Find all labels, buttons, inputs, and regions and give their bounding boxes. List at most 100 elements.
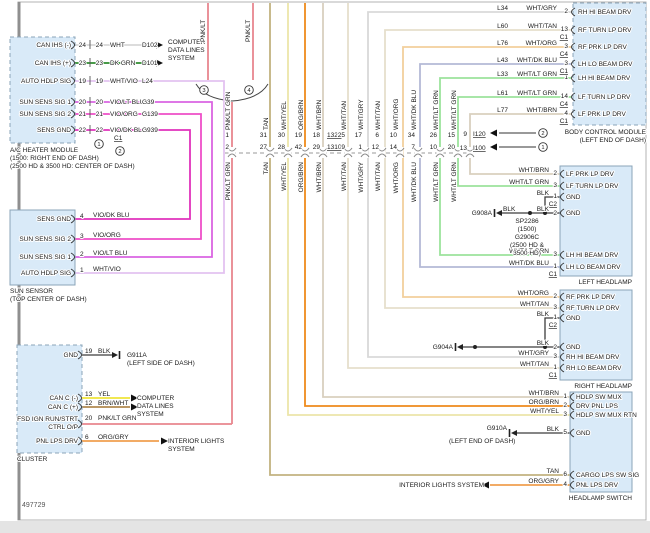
label-2500-hd: (2500 HD &: [510, 242, 545, 249]
label-1310: 1310: [327, 144, 342, 151]
wire-lh-gnd-1-blk: [544, 196, 560, 213]
wire-break-lower: [227, 153, 237, 158]
wire-break-mask: [319, 147, 327, 158]
ground-label-g904a: G904A: [433, 344, 454, 351]
label-g939: G939: [142, 127, 158, 134]
module-label-sun-sensor: SUN SENSOR: [10, 288, 53, 295]
pin-bracket: [77, 350, 82, 360]
pin-bracket: [571, 42, 576, 52]
label-system: SYSTEM: [137, 411, 164, 418]
label-1: 1: [358, 144, 362, 151]
label-7: 7: [411, 144, 415, 151]
label-tan: TAN: [546, 468, 559, 475]
right-headlamp-box: [559, 289, 633, 381]
label-org-gry: ORG/GRY: [98, 434, 129, 441]
wire-rh-lo-beam-whttan: [347, 3, 560, 369]
splice-dot: [528, 211, 532, 215]
label-pnl-lps-drv: PNL LPS DRV: [36, 438, 79, 445]
label-3: 3: [553, 251, 557, 258]
label-1: 1: [225, 132, 229, 139]
label-cargo-lps-sw-sig: CARGO LPS SW SIG: [576, 472, 639, 479]
label-22: 22: [96, 127, 104, 134]
label-4: 4: [563, 481, 567, 488]
wire-break-lower: [300, 153, 310, 158]
wire-drv-pnl-lps-orgbrn: [304, 3, 570, 407]
circled-ref-1-num: 1: [541, 145, 544, 151]
splice-dot: [543, 211, 547, 215]
splice-dot: [543, 345, 547, 349]
label-d101: D101: [142, 60, 158, 67]
label-computer: COMPUTER: [137, 395, 175, 402]
label-rh-hi-beam-drv: RH HI BEAM DRV: [578, 9, 632, 16]
label-left-end-of-dash: (LEFT END OF DASH): [449, 438, 515, 445]
wire-break-mask: [284, 147, 292, 158]
label-pnk-lt: PNK/LT: [200, 20, 207, 42]
label-wht-lt-grn: WHT/LT GRN: [509, 179, 549, 186]
label-42: 42: [295, 144, 303, 151]
wire-break-upper: [300, 147, 310, 152]
wire-rh-hi-beam-whtgry: [367, 11, 571, 358]
arrow-switch-interior-lights-icon: [482, 481, 489, 489]
wire-rh-gnd-1-blk: [544, 317, 560, 347]
label-20: 20: [448, 144, 456, 151]
label-rf-turn-lp-drv: RF TURN LP DRV: [578, 27, 632, 34]
label-top-center-of-dash: (TOP CENTER OF DASH): [10, 296, 87, 303]
label-wht-tan: WHT/TAN: [375, 101, 382, 130]
arrow-can-c-neg-icon: [131, 394, 138, 402]
label-13: 13: [561, 26, 569, 33]
bottom-strip: [0, 521, 650, 533]
wire-break-lower: [343, 153, 353, 158]
label-rh-lo-beam-drv: RH LO BEAM DRV: [566, 365, 622, 372]
label-blk: BLK: [537, 190, 550, 197]
label-c1: C1: [549, 271, 558, 278]
label-wht-gry: WHT/GRY: [358, 161, 365, 192]
pin-bracket: [570, 410, 575, 420]
wire-break-upper: [318, 147, 328, 152]
wire-lf-prk-whtbrn: [469, 113, 571, 175]
pin-bracket: [570, 470, 575, 480]
label-6: 6: [85, 434, 89, 441]
wire-cargo-lps-tan: [269, 3, 570, 476]
label-9: 9: [463, 131, 467, 138]
pin-bracket: [560, 169, 565, 179]
label-wht-lt-grn: WHT/LT GRN: [517, 90, 557, 97]
label-vio-dk-blu: VIO/DK BLU: [93, 212, 130, 219]
pin-bracket: [560, 262, 565, 272]
ac-heater-module-box: [9, 36, 76, 144]
circled-ref-1: [538, 142, 548, 152]
label-wht-lt-grn: WHT/LT GRN: [433, 162, 440, 202]
label-wht-lt-grn: WHT/LT GRN: [433, 90, 440, 130]
label-org-brn: ORG/BRN: [529, 399, 560, 406]
label-2: 2: [563, 402, 567, 409]
pin-bracket: [560, 303, 565, 313]
label-system: SYSTEM: [168, 55, 195, 62]
pin-bracket: [571, 109, 576, 119]
wire-break-lower: [318, 153, 328, 158]
pin-bracket: [70, 234, 75, 244]
label-data-lines: DATA LINES: [137, 403, 174, 410]
pin-bracket: [77, 436, 82, 446]
label-blk: BLK: [537, 340, 550, 347]
label-lh-lo-beam-drv: LH LO BEAM DRV: [578, 61, 633, 68]
label-l34: L34: [497, 5, 508, 12]
label-18: 18: [313, 132, 321, 139]
label-lf-prk-lp-drv: LF PRK LP DRV: [566, 171, 614, 178]
wire-auto-hdlp-sig-whtvio: [75, 80, 225, 274]
wire-break-upper: [283, 147, 293, 152]
label-l61: L61: [497, 90, 508, 97]
splice-dot: [473, 345, 477, 349]
label-1500-right-end-of-dash: (1500: RIGHT END OF DASH): [10, 155, 99, 162]
label-ctrl-o-p: CTRL O/P: [48, 424, 78, 431]
label-2: 2: [553, 293, 557, 300]
label-tan: TAN: [263, 162, 270, 175]
label-1500: (1500): [518, 226, 537, 233]
label-sun-sens-sig-1: SUN SENS SIG 1: [19, 254, 71, 261]
pin-bracket: [571, 25, 576, 35]
pin-bracket: [70, 252, 75, 262]
wire-break-lower: [435, 153, 445, 158]
label-15: 15: [448, 132, 456, 139]
pin-bracket: [70, 109, 75, 119]
circled-ref-1-num: 1: [97, 142, 100, 148]
label-pnk-lt-grn: PNK/LT GRN: [98, 415, 137, 422]
ground-g908a-arrow-icon: [496, 210, 502, 216]
